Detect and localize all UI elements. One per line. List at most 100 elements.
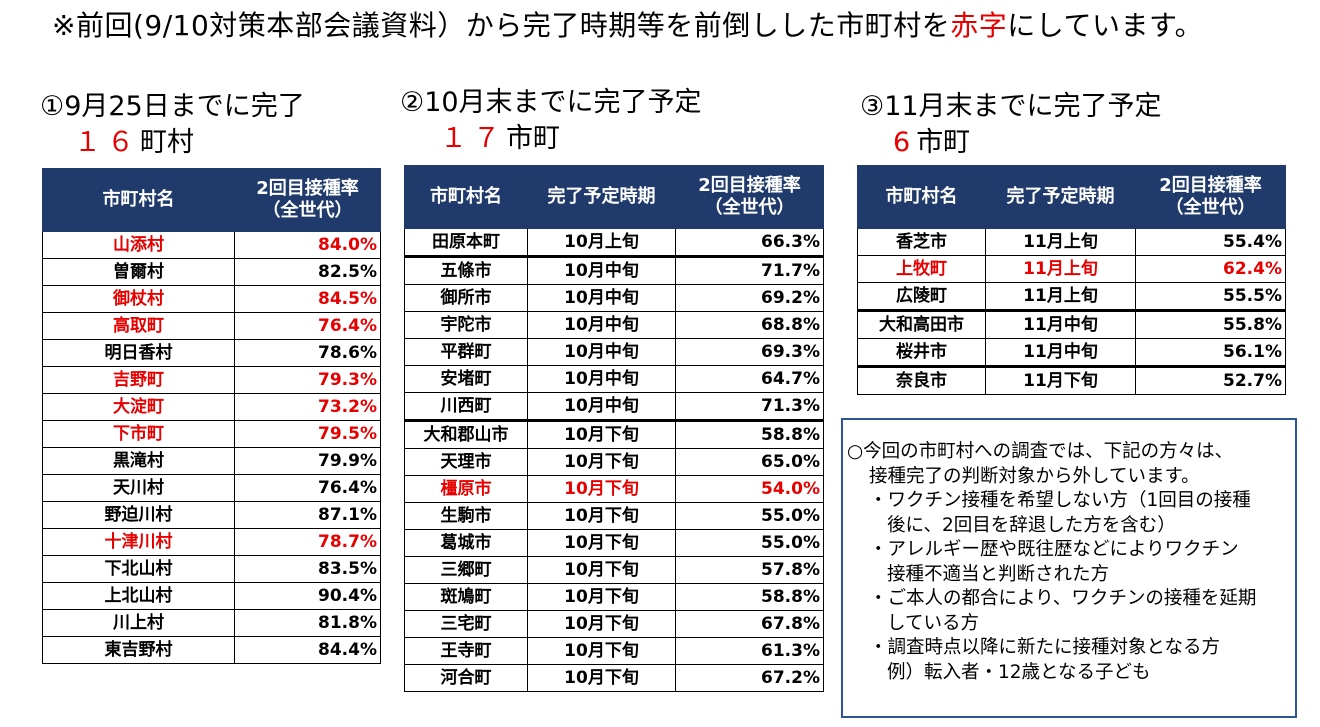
table-row: 御杖村 84.5% [42, 285, 381, 313]
note-line: ・調査時点以降に新たに接種対象となる方 [869, 637, 1220, 658]
completion-period: 11月下旬 [985, 366, 1136, 395]
table-row: 大和郡山市 10月下旬 58.8% [404, 420, 824, 449]
municipality-name: 宇陀市 [404, 311, 528, 339]
municipality-name: 三郷町 [404, 556, 528, 584]
note-line: 接種完了の判断対象から外しています。 [869, 465, 1200, 487]
vaccination-rate: 55.8% [1135, 310, 1286, 339]
table-row: 三宅町 10月下旬 67.8% [404, 610, 824, 638]
completion-period: 10月下旬 [527, 502, 676, 530]
section3-unit: 市町 [916, 127, 971, 158]
column-header: 2回目接種率 （全世代） [234, 168, 381, 232]
municipality-name: 下北山村 [42, 555, 235, 583]
municipality-name: 三宅町 [404, 610, 528, 638]
table-row: 大淀町 73.2% [42, 393, 381, 421]
vaccination-rate: 61.3% [675, 637, 824, 665]
section1-count: １６ [74, 127, 140, 158]
vaccination-rate: 67.8% [675, 610, 824, 638]
table-row: 桜井市 11月中旬 56.1% [857, 338, 1286, 368]
municipality-name: 大和郡山市 [404, 420, 528, 449]
municipality-name: 御杖村 [42, 285, 235, 313]
table-row: 吉野町 79.3% [42, 366, 381, 394]
section1-title: ①9月25日までに完了 [40, 91, 305, 122]
municipality-name: 御所市 [404, 284, 528, 312]
vaccination-rate: 69.3% [675, 338, 824, 366]
completion-period: 10月中旬 [527, 392, 676, 422]
vaccination-rate: 71.7% [675, 256, 824, 285]
vaccination-rate: 81.8% [234, 609, 381, 637]
notice-suffix: にしています。 [1007, 9, 1204, 42]
municipality-name: 桜井市 [857, 338, 986, 368]
note-line: ・ワクチン接種を希望しない方（1回目の接種 [869, 490, 1251, 511]
completion-period: 10月下旬 [527, 475, 676, 503]
vaccination-rate: 78.7% [234, 528, 381, 556]
municipality-name: 大淀町 [42, 393, 235, 421]
vaccination-rate: 56.1% [1135, 338, 1286, 368]
table-row: 香芝市 11月上旬 55.4% [857, 228, 1286, 256]
vaccination-rate: 58.8% [675, 583, 824, 611]
section1-count-line: １６町村 [74, 120, 194, 159]
section3-count-line: 6市町 [893, 120, 970, 159]
table-row: 川西町 10月中旬 71.3% [404, 392, 824, 422]
column-header: 2回目接種率 （全世代） [1135, 165, 1286, 229]
table-row: 五條市 10月中旬 71.7% [404, 256, 824, 285]
vaccination-rate: 57.8% [675, 556, 824, 584]
completion-period: 11月上旬 [985, 228, 1136, 256]
column-header: 完了予定時期 [527, 165, 676, 229]
municipality-name: 上牧町 [857, 255, 986, 283]
section3-title: ③11月末までに完了予定 [860, 91, 1162, 122]
municipality-name: 吉野町 [42, 366, 235, 394]
municipality-name: 野迫川村 [42, 501, 235, 529]
completion-period: 11月上旬 [985, 282, 1136, 312]
vaccination-rate: 79.5% [234, 420, 381, 448]
completion-period: 10月下旬 [527, 583, 676, 611]
completion-period: 10月中旬 [527, 338, 676, 366]
municipality-name: 河合町 [404, 664, 528, 692]
vaccination-rate: 71.3% [675, 392, 824, 422]
vaccination-rate: 84.0% [234, 231, 381, 259]
section2-unit: 市町 [506, 123, 560, 154]
municipality-name: 平群町 [404, 338, 528, 366]
section2-count-line: １７市町 [440, 116, 560, 155]
vaccination-rate: 83.5% [234, 555, 381, 583]
table-row: 橿原市 10月下旬 54.0% [404, 475, 824, 503]
completion-period: 10月中旬 [527, 284, 676, 312]
table-row: 生駒市 10月下旬 55.0% [404, 502, 824, 530]
completion-period: 11月中旬 [985, 310, 1136, 339]
notice-text: ※前回(9/10対策本部会議資料）から完了時期等を前倒しした市町村を赤字にしてい… [52, 4, 1203, 44]
table-row: 野迫川村 87.1% [42, 501, 381, 529]
table-row: 大和高田市 11月中旬 55.8% [857, 310, 1286, 339]
notice-highlight: 赤字 [950, 9, 1008, 42]
table-row: 高取町 76.4% [42, 312, 381, 340]
municipality-name: 黒滝村 [42, 447, 235, 475]
municipality-name: 明日香村 [42, 339, 235, 367]
vaccination-rate: 68.8% [675, 311, 824, 339]
note-line: している方 [887, 612, 979, 634]
vaccination-rate: 82.5% [234, 258, 381, 286]
table-row: 斑鳩町 10月下旬 58.8% [404, 583, 824, 611]
table-row: 御所市 10月中旬 69.2% [404, 284, 824, 312]
vaccination-rate: 58.8% [675, 420, 824, 449]
note-line: 例）転入者・12歳となる子ども [887, 661, 1151, 683]
completion-period: 11月上旬 [985, 255, 1136, 283]
completion-period: 11月中旬 [985, 338, 1136, 368]
municipality-name: 天理市 [404, 448, 528, 476]
table-row: 天理市 10月下旬 65.0% [404, 448, 824, 476]
municipality-name: 下市町 [42, 420, 235, 448]
table-row: 東吉野村 84.4% [42, 636, 381, 664]
completion-period: 10月下旬 [527, 448, 676, 476]
vaccination-rate: 69.2% [675, 284, 824, 312]
vaccination-rate: 55.5% [1135, 282, 1286, 312]
table-row: 上牧町 11月上旬 62.4% [857, 255, 1286, 283]
vaccination-rate: 78.6% [234, 339, 381, 367]
municipality-name: 斑鳩町 [404, 583, 528, 611]
note-line: ○今回の市町村への調査では、下記の方々は、 [847, 441, 1234, 462]
completion-period: 10月中旬 [527, 311, 676, 339]
column-header: 2回目接種率 （全世代） [675, 165, 824, 229]
vaccination-rate: 55.0% [675, 502, 824, 530]
table-row: 宇陀市 10月中旬 68.8% [404, 311, 824, 339]
column-header: 完了予定時期 [985, 165, 1136, 229]
municipality-name: 高取町 [42, 312, 235, 340]
section1-table: 市町村名 2回目接種率 （全世代） 山添村 84.0% 曽爾村 82.5% 御杖村 84.5… [42, 168, 381, 664]
note-line: ・ご本人の都合により、ワクチンの接種を延期 [869, 588, 1257, 609]
municipality-name: 橿原市 [404, 475, 528, 503]
